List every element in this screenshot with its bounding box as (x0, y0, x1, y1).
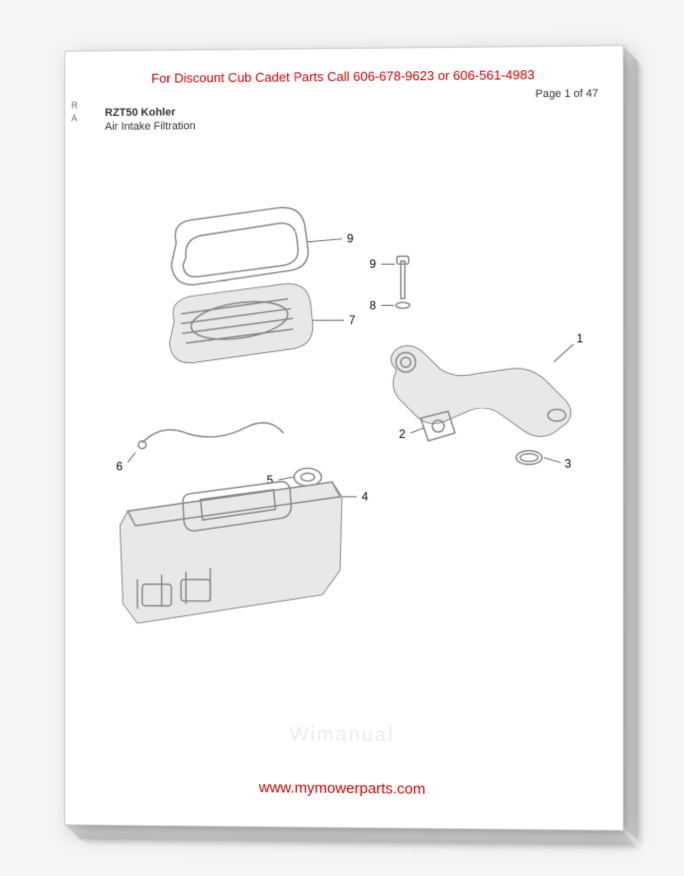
side-label-1: R (71, 100, 77, 110)
part-1-manifold (391, 345, 571, 436)
parts-diagram: 9 7 9 (89, 141, 598, 725)
callout-3: 3 (565, 457, 572, 470)
part-6-hose (138, 422, 283, 448)
part-5-gasket (294, 468, 321, 486)
book-container: For Discount Cub Cadet Parts Call 606-67… (62, 48, 622, 828)
part-9-bolt (397, 256, 409, 298)
air-cleaner-housing (120, 481, 342, 624)
part-9-prefilter (171, 207, 308, 284)
callout-8: 8 (369, 299, 376, 312)
callout-4: 4 (362, 490, 369, 503)
book-spine (624, 47, 638, 839)
callout-9-bolt: 9 (369, 258, 376, 271)
section-name: Air Intake Filtration (105, 116, 599, 134)
part-7-filter (169, 283, 312, 362)
watermark: Wimanual (290, 724, 395, 748)
callout-7: 7 (349, 314, 356, 327)
side-label: R A (71, 99, 77, 124)
manual-page: For Discount Cub Cadet Parts Call 606-67… (64, 45, 623, 831)
callout-2: 2 (399, 427, 406, 440)
callout-6: 6 (116, 460, 123, 473)
part-3-oring (516, 450, 542, 464)
book: For Discount Cub Cadet Parts Call 606-67… (64, 45, 623, 831)
side-label-2: A (71, 113, 77, 123)
model-info: RZT50 Kohler Air Intake Filtration (105, 102, 599, 135)
promo-header: For Discount Cub Cadet Parts Call 606-67… (89, 67, 598, 87)
footer-url: www.mymowerparts.com (65, 778, 622, 800)
callout-5: 5 (267, 474, 274, 487)
part-2-gasket (421, 411, 455, 441)
callout-9-top: 9 (347, 232, 354, 245)
part-8-washer (396, 302, 410, 308)
callout-1: 1 (577, 332, 584, 345)
diagram-svg: 9 7 9 (89, 141, 598, 725)
